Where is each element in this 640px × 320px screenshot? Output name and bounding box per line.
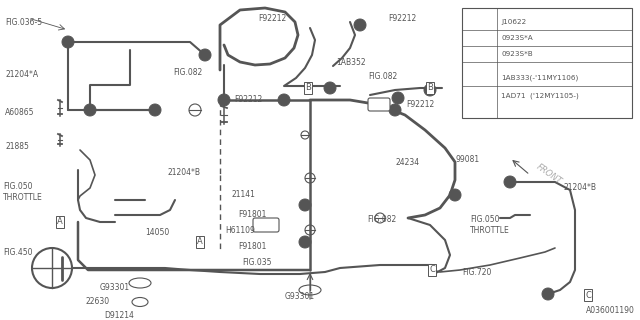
Text: 0923S*B: 0923S*B: [501, 51, 532, 57]
Text: 1: 1: [477, 19, 482, 25]
Text: C: C: [585, 291, 591, 300]
Text: 24234: 24234: [395, 158, 419, 167]
Text: F92212: F92212: [388, 14, 416, 23]
Circle shape: [474, 48, 486, 60]
Text: 21204*B: 21204*B: [563, 183, 596, 192]
Text: FIG.050: FIG.050: [3, 182, 33, 191]
Text: 1: 1: [428, 87, 432, 93]
Text: FIG.720: FIG.720: [462, 268, 492, 277]
Text: 22630: 22630: [86, 297, 110, 306]
Circle shape: [199, 49, 211, 61]
Text: 1AB333(-'11MY1106): 1AB333(-'11MY1106): [501, 75, 579, 81]
Circle shape: [542, 288, 554, 300]
Text: 0923S*A: 0923S*A: [501, 35, 532, 41]
Text: C: C: [429, 266, 435, 275]
Circle shape: [218, 94, 230, 106]
Text: 14050: 14050: [145, 228, 169, 237]
Text: B: B: [305, 84, 311, 92]
Circle shape: [299, 199, 311, 211]
Text: F92212: F92212: [406, 100, 435, 109]
Text: 99081: 99081: [456, 155, 480, 164]
Text: F91801: F91801: [238, 242, 266, 251]
Text: 2: 2: [508, 179, 512, 185]
Text: 3: 3: [358, 22, 362, 28]
Text: 1AD71  ('12MY1105-): 1AD71 ('12MY1105-): [501, 93, 579, 99]
Text: 2: 2: [303, 239, 307, 245]
Text: G93301: G93301: [100, 283, 130, 292]
FancyBboxPatch shape: [368, 98, 390, 111]
Text: 21204*A: 21204*A: [5, 70, 38, 79]
Text: F92212: F92212: [234, 95, 262, 104]
Text: FIG.050: FIG.050: [470, 215, 499, 224]
Circle shape: [354, 19, 366, 31]
Text: 1AB352: 1AB352: [336, 58, 365, 67]
Text: A: A: [197, 237, 203, 246]
Circle shape: [62, 36, 74, 48]
Text: 1: 1: [221, 97, 227, 103]
Text: G93301: G93301: [285, 292, 315, 301]
Text: 3: 3: [396, 95, 400, 101]
Text: A036001190: A036001190: [586, 306, 635, 315]
Text: THROTTLE: THROTTLE: [470, 226, 509, 235]
Circle shape: [149, 104, 161, 116]
Circle shape: [84, 104, 96, 116]
Circle shape: [449, 189, 461, 201]
Text: 4: 4: [203, 52, 207, 58]
Circle shape: [424, 84, 436, 96]
Text: 1: 1: [393, 107, 397, 113]
Text: 2: 2: [328, 85, 332, 91]
Text: 2: 2: [282, 97, 286, 103]
Circle shape: [474, 16, 486, 28]
Text: H61109: H61109: [225, 226, 255, 235]
Text: D91214: D91214: [104, 311, 134, 320]
Text: FIG.450: FIG.450: [3, 248, 33, 257]
Text: 4: 4: [477, 75, 482, 81]
Text: J10622: J10622: [501, 19, 526, 25]
Circle shape: [474, 32, 486, 44]
Text: 1: 1: [153, 107, 157, 113]
Text: FIG.035: FIG.035: [242, 258, 271, 267]
Text: F92212: F92212: [258, 14, 286, 23]
Text: FIG.082: FIG.082: [367, 215, 396, 224]
Text: 2: 2: [303, 202, 307, 208]
Circle shape: [392, 92, 404, 104]
Text: 3: 3: [88, 107, 92, 113]
Text: 2: 2: [477, 35, 482, 41]
FancyBboxPatch shape: [253, 218, 279, 232]
Text: A60865: A60865: [5, 108, 35, 117]
Text: 21885: 21885: [5, 142, 29, 151]
Circle shape: [299, 236, 311, 248]
Text: FRONT: FRONT: [535, 162, 564, 186]
Text: B: B: [427, 84, 433, 92]
Text: FIG.036-5: FIG.036-5: [5, 18, 42, 27]
Text: 3: 3: [477, 51, 482, 57]
FancyBboxPatch shape: [462, 8, 632, 118]
Text: 2: 2: [453, 192, 457, 198]
Circle shape: [324, 82, 336, 94]
Text: 3: 3: [66, 39, 70, 45]
Text: 21204*B: 21204*B: [168, 168, 201, 177]
Text: FIG.082: FIG.082: [368, 72, 397, 81]
Circle shape: [504, 176, 516, 188]
Circle shape: [278, 94, 290, 106]
Text: FIG.082: FIG.082: [173, 68, 202, 77]
Circle shape: [474, 72, 486, 84]
Text: A: A: [57, 218, 63, 227]
Text: THROTTLE: THROTTLE: [3, 193, 43, 202]
Text: 2: 2: [546, 291, 550, 297]
Text: 21141: 21141: [231, 190, 255, 199]
Text: F91801: F91801: [238, 210, 266, 219]
Circle shape: [389, 104, 401, 116]
